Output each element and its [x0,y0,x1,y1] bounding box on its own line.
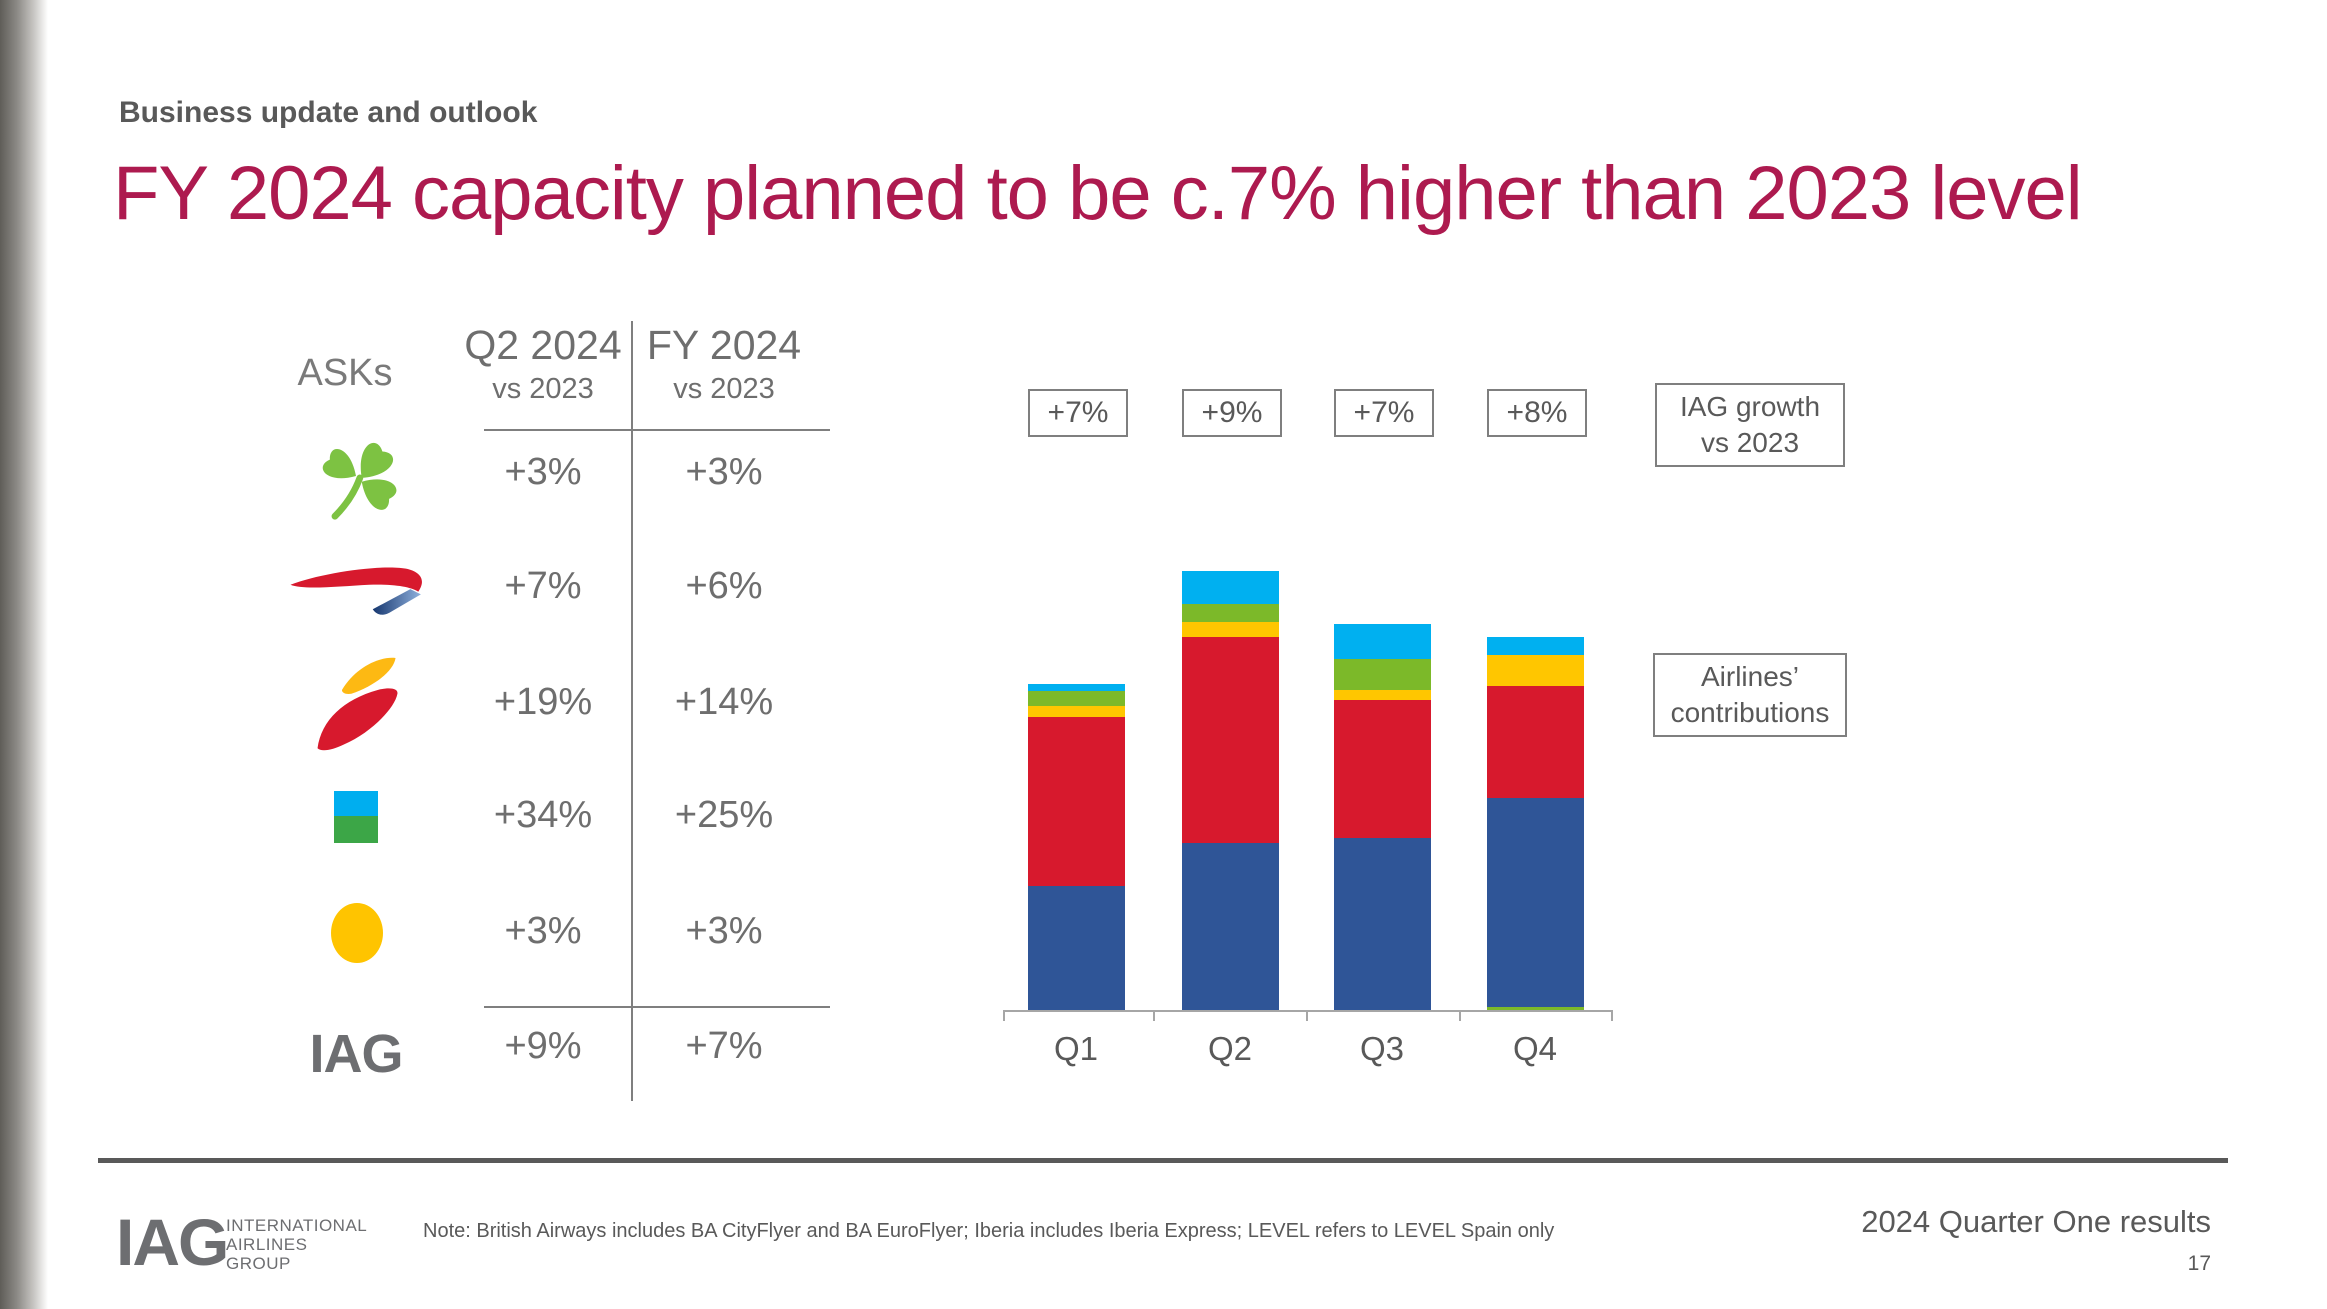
bar-segment-iberia-Q3 [1334,700,1431,838]
iberia-swoosh-icon [310,650,404,760]
bar-segment-iberia-Q1 [1028,717,1125,886]
legend-line: Airlines’ [1700,661,1800,692]
bar-segment-ba-Q3 [1334,838,1431,1010]
bar-segment-ba-Q4 [1487,798,1584,1007]
bar-segment-level-Q3 [1334,624,1431,659]
axis-tick [1611,1012,1613,1021]
page-edge-shadow [0,0,48,1309]
x-axis-line [1003,1010,1613,1012]
table-value-level-q2: +34% [493,794,593,836]
growth-label-q3: +7% [1334,389,1434,437]
table-row-label: ASKs [297,352,393,394]
footer-deck-title: 2024 Quarter One results [1861,1204,2211,1239]
table-value-ba-fy: +6% [685,565,763,607]
table-col-header-q2: Q2 2024 vs 2023 [433,322,653,406]
airlines-contributions-legend-box: Airlines’ contributions [1653,653,1847,737]
iag-footer-logo: IAG [116,1205,229,1279]
table-value-iberia-fy: +14% [674,681,774,723]
table-col-header-fy: FY 2024 vs 2023 [614,322,834,406]
bar-segment-iberia-Q2 [1182,637,1279,843]
table-value-ba-q2: +7% [504,565,582,607]
table-value-iberia-q2: +19% [493,681,593,723]
growth-label-q4: +8% [1487,389,1587,437]
table-value-vueling-fy: +3% [685,910,763,952]
table-value-vueling-q2: +3% [504,910,582,952]
growth-label-q2: +9% [1182,389,1282,437]
page-number: 17 [2187,1252,2211,1275]
x-axis-label-q1: Q1 [1053,1030,1099,1067]
col-header-title: FY 2024 [646,322,802,368]
logo-text-line: AIRLINES [226,1235,308,1254]
table-value-iag-q2: +9% [504,1025,582,1067]
bar-segment-level-Q4 [1487,637,1584,655]
bar-segment-aer_lingus-Q3 [1334,659,1431,690]
table-value-aerlingus-q2: +3% [504,451,582,493]
col-header-subtitle: vs 2023 [673,373,775,405]
table-iag-topline [484,1006,830,1008]
iag-growth-legend-box: IAG growth vs 2023 [1655,383,1845,467]
bar-segment-ba-Q1 [1028,886,1125,1010]
bar-segment-vueling-Q2 [1182,622,1279,637]
axis-tick [1306,1012,1308,1021]
page-title: FY 2024 capacity planned to be c.7% high… [113,151,2083,236]
x-axis-label-q4: Q4 [1512,1030,1558,1067]
bar-segment-vueling-Q1 [1028,706,1125,717]
logo-text-line: GROUP [226,1254,291,1273]
footnote: Note: British Airways includes BA CityFl… [423,1220,1555,1242]
legend-line: IAG growth [1679,391,1821,422]
col-header-title: Q2 2024 [464,322,622,368]
table-header-underline [484,429,830,431]
x-axis-label-q2: Q2 [1207,1030,1253,1067]
axis-tick [1459,1012,1461,1021]
iag-wordmark-icon: IAG [309,1024,403,1084]
legend-line: vs 2023 [1700,427,1800,458]
ba-speedbird-icon [287,552,427,628]
bar-segment-aer_lingus-Q4 [1487,1007,1584,1010]
bar-segment-vueling-Q4 [1487,655,1584,686]
bar-segment-vueling-Q3 [1334,690,1431,700]
table-vertical-divider [631,321,633,1101]
bar-segment-level-Q1 [1028,684,1125,691]
growth-label-q1: +7% [1028,389,1128,437]
vueling-dot-icon [331,903,383,963]
bar-segment-level-Q2 [1182,571,1279,604]
legend-line: contributions [1670,697,1830,728]
level-mark-icon [334,791,378,843]
aer-lingus-shamrock-icon [308,430,404,522]
table-value-level-fy: +25% [674,794,774,836]
x-axis-label-q3: Q3 [1359,1030,1405,1067]
bar-segment-aer_lingus-Q2 [1182,604,1279,622]
logo-text-line: INTERNATIONAL [226,1216,368,1235]
iag-footer-logo-text: INTERNATIONAL AIRLINES GROUP [226,1216,367,1273]
col-header-subtitle: vs 2023 [492,373,594,405]
axis-tick [1153,1012,1155,1021]
table-value-aerlingus-fy: +3% [685,451,763,493]
bar-segment-ba-Q2 [1182,843,1279,1010]
axis-tick [1003,1012,1005,1021]
bar-segment-aer_lingus-Q1 [1028,691,1125,706]
bar-segment-iberia-Q4 [1487,686,1584,798]
footer-divider [98,1158,2228,1163]
slide-eyebrow: Business update and outlook [119,96,538,129]
table-value-iag-fy: +7% [685,1025,763,1067]
